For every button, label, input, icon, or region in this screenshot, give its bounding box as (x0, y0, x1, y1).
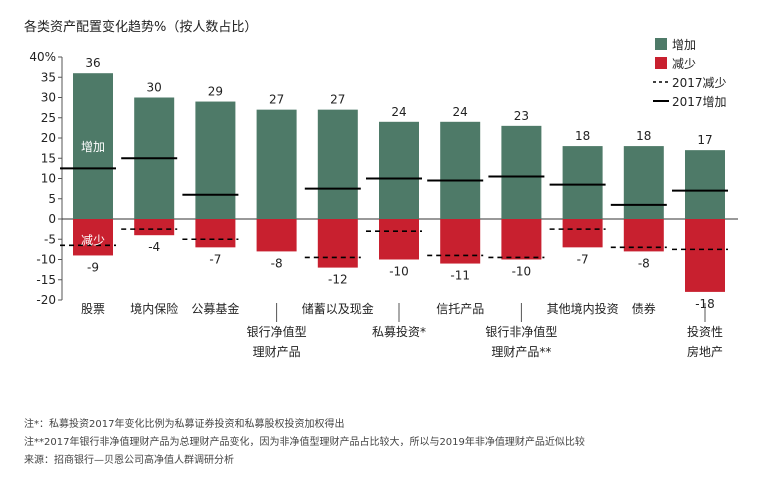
category-label: 债券 (632, 301, 656, 316)
bar-label-top: 36 (85, 56, 100, 70)
y-tick-label: 15 (41, 151, 56, 165)
legend-swatch (655, 57, 667, 69)
bar-decrease (195, 219, 236, 248)
bar-label-top: 27 (330, 93, 345, 107)
bar-label-bottom: -7 (209, 252, 221, 266)
bar-label-bottom: -12 (328, 273, 348, 287)
bar-label-top: 24 (391, 105, 406, 119)
y-tick-label: 5 (48, 192, 56, 206)
bar-label-bottom: -4 (148, 240, 160, 254)
bar-increase (256, 109, 297, 219)
bar-label-bottom: -9 (87, 260, 99, 274)
bar-increase (379, 121, 419, 219)
y-axis: 40% 35 30 25 20 15 10 5 0 -5 -10 -15 -20 (29, 50, 738, 307)
in-bar-label-increase: 增加 (81, 140, 105, 154)
category-label: 股票 (81, 302, 105, 316)
legend-swatch (655, 38, 667, 50)
category-label: 私募投资* (372, 324, 426, 339)
bar-label-bottom: -8 (271, 256, 283, 270)
y-tick-label: 10 (41, 172, 56, 186)
bar-label-top: 29 (208, 85, 223, 99)
chart-title: 各类资产配置变化趋势%（按人数占比） (24, 20, 258, 35)
footnote-1: 注*：私募投资2017年变化比例为私募证券投资和私募股权投资加权得出 (24, 419, 345, 430)
bar-label-top: 23 (514, 109, 529, 123)
legend-label: 2017增加 (672, 95, 727, 109)
bar-decrease (317, 219, 358, 268)
markers-2017 (60, 157, 728, 259)
y-tick-label: 25 (41, 111, 56, 125)
bar-label-bottom: -8 (638, 256, 650, 270)
y-tick-label: 20 (41, 131, 56, 145)
category-label: 其他境内投资 (547, 301, 619, 316)
bar-increase (562, 146, 603, 219)
legend-label: 2017减少 (672, 76, 727, 90)
footnote-2: 注**2017年银行非净值理财产品为总理财产品变化，因为非净值型理财产品占比较大… (24, 437, 585, 448)
bar-decrease (256, 219, 297, 252)
bar-increase (501, 125, 542, 219)
bar-label-top: 27 (269, 93, 284, 107)
y-tick-label: -10 (36, 253, 56, 267)
bar-decrease (623, 219, 664, 252)
y-tick-label: 0 (48, 212, 56, 226)
category-label: 投资性 (687, 324, 723, 339)
category-label: 理财产品 (253, 345, 301, 359)
category-label: 公募基金 (191, 301, 239, 316)
bar-increase (195, 101, 236, 219)
category-label: 信托产品 (436, 302, 484, 316)
bar-labels: 36 -9 30 -4 29 -7 27 -8 27 -12 24 -10 24 -11 23 -10 18 -7… (81, 56, 715, 311)
bar-label-bottom: -11 (450, 269, 470, 283)
in-bar-label-decrease: 减少 (81, 233, 105, 247)
y-tick-label: 40% (29, 50, 56, 64)
bar-decrease (134, 219, 175, 236)
category-label: 境内保险 (130, 301, 178, 316)
bar-increase (73, 73, 113, 219)
legend-label: 增加 (672, 38, 696, 52)
bar-decrease (379, 219, 419, 260)
bar-decrease (73, 219, 113, 256)
category-label: 理财产品** (491, 345, 551, 359)
bar-label-top: 18 (636, 129, 651, 143)
category-label: 银行非净值型 (485, 324, 557, 339)
bar-increase (317, 109, 358, 219)
bar-decrease (685, 219, 725, 292)
bar-label-top: 24 (453, 105, 468, 119)
bar-label-bottom: -10 (512, 265, 532, 279)
footnotes: 注*：私募投资2017年变化比例为私募证券投资和私募股权投资加权得出 注**20… (24, 416, 585, 470)
bar-label-top: 18 (575, 129, 590, 143)
bar-increase (623, 146, 664, 219)
y-tick-label: -15 (36, 273, 56, 287)
bar-increase (685, 150, 725, 219)
y-tick-label: -20 (36, 293, 56, 307)
bar-label-bottom: -10 (389, 265, 409, 279)
bar-increase (440, 121, 481, 219)
legend-label: 减少 (672, 57, 696, 71)
category-label: 银行净值型 (247, 324, 307, 339)
bar-decrease (501, 219, 542, 260)
category-label: 房地产 (687, 344, 723, 359)
bar-decrease (440, 219, 481, 264)
y-tick-label: -5 (44, 232, 56, 246)
bar-label-top: 30 (147, 81, 162, 95)
category-label: 储蓄以及现金 (302, 301, 374, 316)
footnote-source: 来源：招商银行—贝恩公司高净值人群调研分析 (24, 455, 234, 466)
y-tick-label: 30 (41, 91, 56, 105)
bar-label-top: 17 (697, 133, 712, 147)
bar-decrease (562, 219, 603, 248)
y-tick-label: 35 (41, 70, 56, 84)
bar-label-bottom: -7 (577, 252, 589, 266)
